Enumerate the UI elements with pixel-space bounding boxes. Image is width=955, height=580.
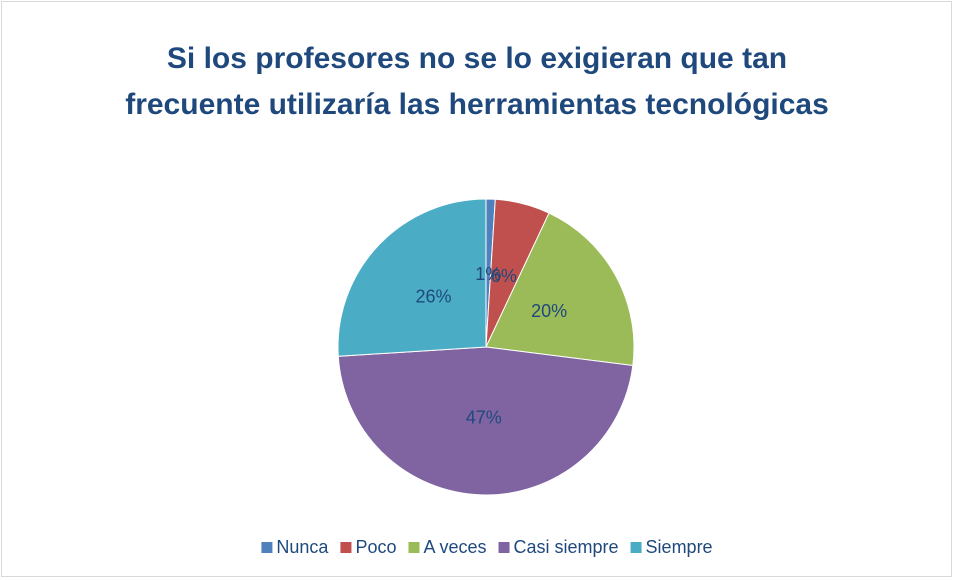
data-label: 47% xyxy=(466,408,502,428)
chart-title: Si los profesores no se lo exigieran que… xyxy=(125,42,829,121)
pie-slice xyxy=(337,198,487,357)
data-label: 6% xyxy=(491,266,517,286)
legend-label: Siempre xyxy=(646,537,713,557)
data-label: 26% xyxy=(415,286,451,306)
legend-swatch xyxy=(630,542,642,553)
legend-swatch xyxy=(498,542,510,553)
legend-label: A veces xyxy=(423,537,486,557)
legend-swatch xyxy=(261,542,273,553)
legend-label: Casi siempre xyxy=(514,537,619,557)
pie-slice xyxy=(337,346,634,496)
pie-slice xyxy=(485,212,635,367)
data-label: 20% xyxy=(531,301,567,321)
legend-swatch xyxy=(408,542,420,553)
legend-label: Nunca xyxy=(276,537,329,557)
legend-swatch xyxy=(340,542,352,553)
data-label: 1% xyxy=(475,264,501,284)
legend-label: Poco xyxy=(355,537,396,557)
